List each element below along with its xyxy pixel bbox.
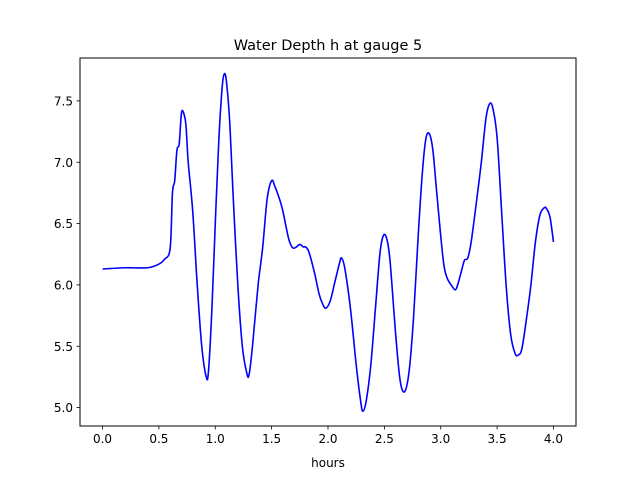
x-tick-label: 3.0 (431, 432, 450, 446)
x-tick-label: 4.0 (544, 432, 563, 446)
x-tick-label: 3.5 (488, 432, 507, 446)
y-tick-label: 7.5 (54, 94, 73, 108)
x-axis: 0.0 0.5 1.0 1.5 2.0 2.5 3.0 3.5 4.0 (93, 426, 563, 446)
x-axis-label: hours (311, 456, 345, 470)
x-tick-label: 2.5 (375, 432, 394, 446)
y-tick-label: 7.0 (54, 156, 73, 170)
series-layer (102, 72, 555, 413)
y-tick-label: 6.0 (54, 278, 73, 292)
x-tick-label: 0.0 (93, 432, 112, 446)
chart-title: Water Depth h at gauge 5 (234, 38, 422, 54)
x-tick-label: 0.5 (149, 432, 168, 446)
y-tick-label: 5.0 (54, 401, 73, 415)
x-tick-label: 1.0 (206, 432, 225, 446)
y-axis: 5.0 5.5 6.0 6.5 7.0 7.5 (54, 94, 80, 415)
plot-background (80, 58, 576, 426)
y-tick-label: 6.5 (54, 217, 73, 231)
y-tick-label: 5.5 (54, 340, 73, 354)
series-line (102, 72, 555, 413)
plot-area (79, 57, 577, 427)
x-tick-label: 1.5 (262, 432, 281, 446)
x-tick-label: 2.0 (318, 432, 337, 446)
